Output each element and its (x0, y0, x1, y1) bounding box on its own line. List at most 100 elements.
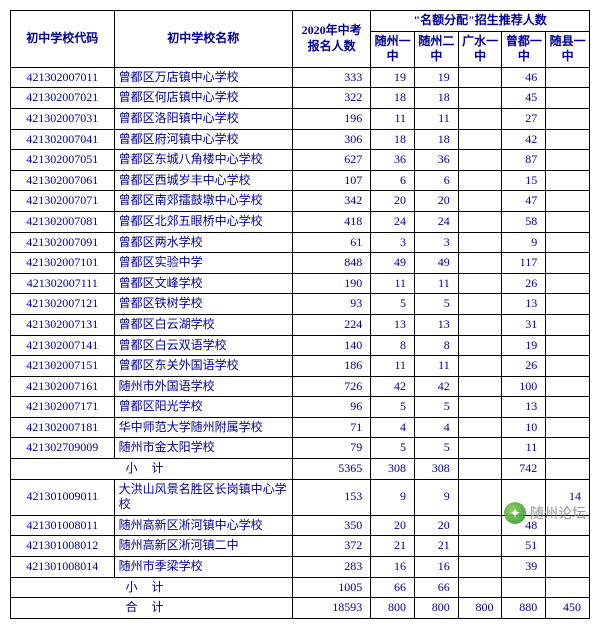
cell-v1: 11 (371, 356, 415, 377)
cell-v4: 45 (502, 88, 546, 109)
cell-v2: 11 (415, 108, 459, 129)
cell-v3 (458, 88, 502, 109)
cell-code: 421301009011 (11, 479, 115, 515)
cell-v2: 9 (415, 479, 459, 515)
cell-code: 421302007091 (11, 232, 115, 253)
cell-count: 196 (293, 108, 371, 129)
cell-v5 (546, 129, 590, 150)
cell-name: 曾都区铁树学校 (114, 294, 292, 315)
cell-v4: 47 (502, 191, 546, 212)
cell-code: 421301008011 (11, 515, 115, 536)
cell-v3 (458, 314, 502, 335)
subtotal-v3 (458, 577, 502, 598)
cell-code: 421302007051 (11, 150, 115, 171)
cell-name: 随州高新区淅河镇二中 (114, 536, 292, 557)
cell-v2: 36 (415, 150, 459, 171)
cell-v3 (458, 536, 502, 557)
cell-v3 (458, 515, 502, 536)
table-row: 421302007111曾都区文峰学校190111126 (11, 273, 590, 294)
grand-total-row: 合计18593800800800880450 (11, 598, 590, 619)
cell-v3 (458, 417, 502, 438)
subtotal-v2: 308 (415, 459, 459, 480)
header-name: 初中学校名称 (114, 11, 292, 68)
cell-v2: 13 (415, 314, 459, 335)
cell-code: 421302007081 (11, 211, 115, 232)
subtotal-v1: 800 (371, 598, 415, 619)
cell-code: 421302007171 (11, 397, 115, 418)
cell-v2: 20 (415, 191, 459, 212)
cell-v2: 11 (415, 356, 459, 377)
cell-code: 421302007161 (11, 376, 115, 397)
cell-v3 (458, 129, 502, 150)
table-row: 421302007081曾都区北郊五眼桥中心学校418242458 (11, 211, 590, 232)
cell-name: 随州市季梁学校 (114, 557, 292, 578)
subtotal-count: 18593 (293, 598, 371, 619)
cell-v4: 87 (502, 150, 546, 171)
cell-count: 350 (293, 515, 371, 536)
cell-code: 421302007031 (11, 108, 115, 129)
cell-name: 曾都区北郊五眼桥中心学校 (114, 211, 292, 232)
cell-v1: 24 (371, 211, 415, 232)
cell-count: 71 (293, 417, 371, 438)
cell-v4: 13 (502, 294, 546, 315)
table-row: 421302007031曾都区洛阳镇中心学校196111127 (11, 108, 590, 129)
cell-v5 (546, 150, 590, 171)
cell-v3 (458, 273, 502, 294)
cell-name: 曾都区何店镇中心学校 (114, 88, 292, 109)
subtotal-v5 (546, 577, 590, 598)
header-school-5: 随县一中 (546, 31, 590, 67)
cell-v4: 42 (502, 129, 546, 150)
cell-count: 283 (293, 557, 371, 578)
cell-v3 (458, 170, 502, 191)
subtotal-v2: 800 (415, 598, 459, 619)
cell-v1: 8 (371, 335, 415, 356)
cell-v4: 117 (502, 253, 546, 274)
cell-v4: 27 (502, 108, 546, 129)
cell-v5 (546, 557, 590, 578)
table-row: 421302007171曾都区阳光学校965513 (11, 397, 590, 418)
cell-v4: 26 (502, 356, 546, 377)
cell-v1: 5 (371, 397, 415, 418)
cell-name: 随州市外国语学校 (114, 376, 292, 397)
cell-v3 (458, 438, 502, 459)
cell-v4: 13 (502, 397, 546, 418)
table-row: 421302007181华中师范大学随州附属学校714410 (11, 417, 590, 438)
table-row: 421302007121曾都区铁树学校935513 (11, 294, 590, 315)
cell-v2: 6 (415, 170, 459, 191)
cell-v5 (546, 232, 590, 253)
cell-v3 (458, 356, 502, 377)
table-row: 421301008011随州高新区淅河镇中心学校350202048 (11, 515, 590, 536)
cell-v5 (546, 438, 590, 459)
cell-v2: 19 (415, 67, 459, 88)
cell-v3 (458, 294, 502, 315)
cell-v5 (546, 273, 590, 294)
table-row: 421302007101曾都区实验中学8484949117 (11, 253, 590, 274)
cell-v1: 11 (371, 273, 415, 294)
cell-count: 61 (293, 232, 371, 253)
table-row: 421302007141曾都区白云双语学校1408819 (11, 335, 590, 356)
subtotal-v1: 66 (371, 577, 415, 598)
cell-code: 421302709009 (11, 438, 115, 459)
watermark-text: 随州论坛 (530, 503, 586, 523)
cell-name: 曾都区洛阳镇中心学校 (114, 108, 292, 129)
cell-v2: 4 (415, 417, 459, 438)
cell-v5 (546, 67, 590, 88)
table-row: 421302007061曾都区西城岁丰中心学校1076615 (11, 170, 590, 191)
cell-v2: 3 (415, 232, 459, 253)
table-row: 421302007131曾都区白云湖学校224131331 (11, 314, 590, 335)
table-row: 421302007091曾都区两水学校61339 (11, 232, 590, 253)
cell-v5 (546, 170, 590, 191)
table-row: 421301009011大洪山风景名胜区长岗镇中心学校1539914 (11, 479, 590, 515)
cell-v1: 4 (371, 417, 415, 438)
cell-name: 曾都区府河镇中心学校 (114, 129, 292, 150)
cell-v3 (458, 335, 502, 356)
cell-v1: 20 (371, 191, 415, 212)
cell-code: 421302007071 (11, 191, 115, 212)
table-row: 421302007071曾都区南郊擂鼓墩中心学校342202047 (11, 191, 590, 212)
cell-v5 (546, 108, 590, 129)
cell-code: 421302007041 (11, 129, 115, 150)
cell-v4: 39 (502, 557, 546, 578)
cell-code: 421302007021 (11, 88, 115, 109)
cell-v4: 51 (502, 536, 546, 557)
cell-v3 (458, 191, 502, 212)
